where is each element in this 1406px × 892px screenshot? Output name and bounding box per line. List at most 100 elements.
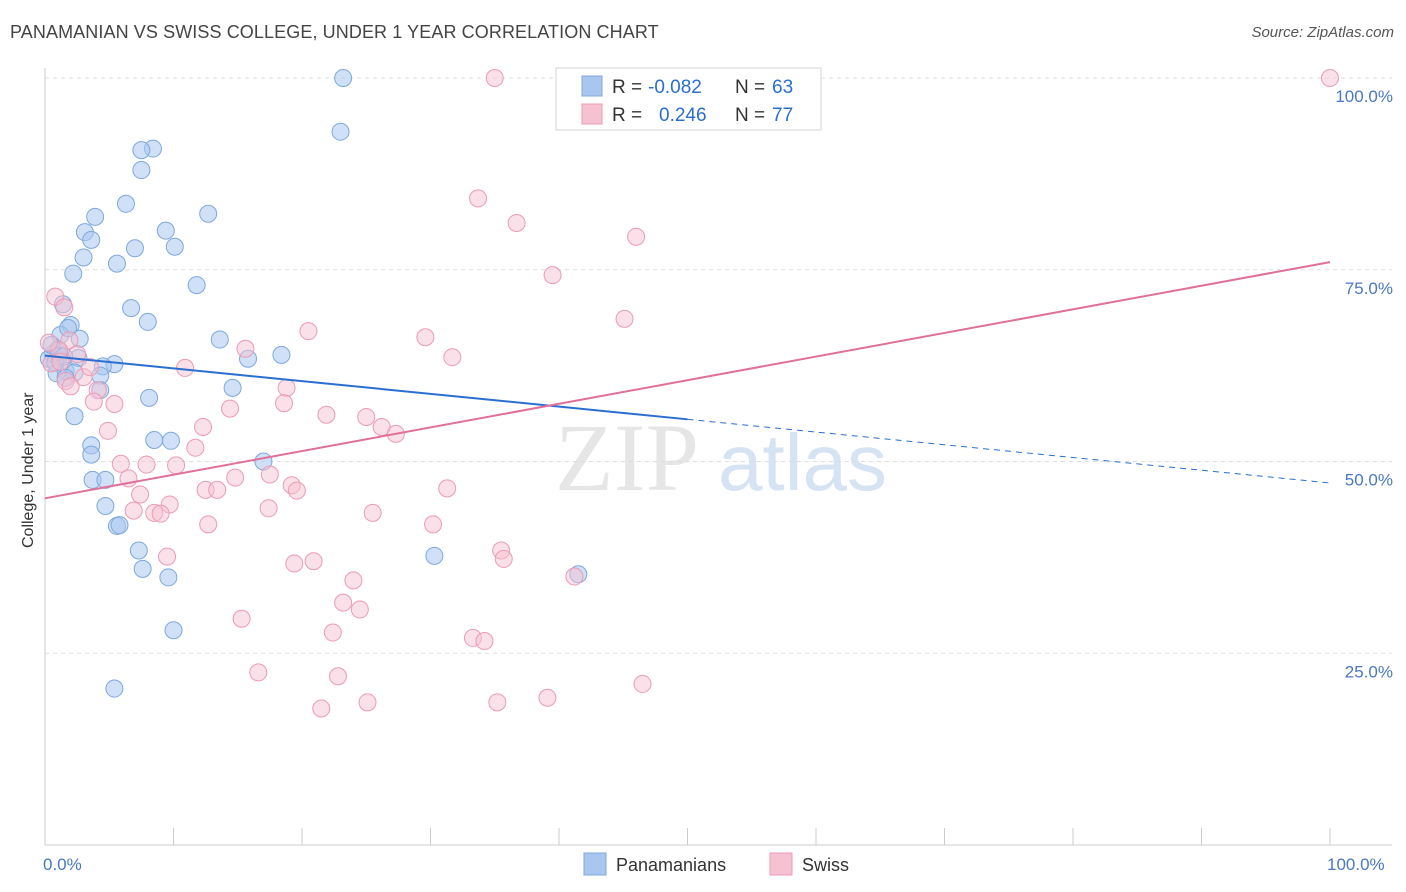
point-swiss-40: [438, 479, 457, 498]
stats-n-value-blue: 63: [772, 77, 793, 98]
stats-n-label-pink: N =: [735, 105, 765, 126]
point-panamanians-57: [164, 621, 183, 640]
point-swiss-21: [105, 394, 124, 413]
point-swiss-36: [260, 465, 279, 484]
point-panamanians-38: [223, 378, 242, 397]
stats-n-label-blue: N =: [735, 77, 765, 98]
point-swiss-23: [221, 399, 240, 418]
point-panamanians-16: [187, 276, 206, 295]
stats-r-value-blue: -0.082: [648, 77, 702, 98]
point-swiss-29: [98, 421, 117, 440]
point-swiss-7: [55, 298, 74, 317]
point-swiss-47: [363, 503, 382, 522]
point-swiss-4: [627, 227, 646, 246]
point-swiss-12: [236, 339, 255, 358]
point-panamanians-4: [132, 161, 151, 180]
point-panamanians-45: [82, 445, 101, 464]
watermark-zip: ZIP: [555, 404, 699, 511]
point-panamanians-55: [159, 568, 178, 587]
point-panamanians-14: [107, 254, 126, 273]
point-swiss-75: [80, 358, 99, 377]
point-swiss-34: [226, 468, 245, 487]
point-swiss-61: [323, 623, 342, 642]
point-swiss-42: [131, 485, 150, 504]
point-swiss-52: [158, 547, 177, 566]
point-panamanians-12: [125, 239, 144, 258]
point-swiss-64: [249, 663, 268, 682]
point-swiss-20: [84, 392, 103, 411]
point-swiss-56: [344, 571, 363, 590]
point-swiss-30: [186, 438, 205, 457]
trend-line-swiss: [44, 261, 1331, 500]
point-swiss-48: [151, 504, 170, 523]
point-swiss-0: [485, 69, 504, 87]
x-tick-label-min: 0.0%: [43, 855, 82, 874]
point-swiss-69: [538, 688, 557, 707]
point-panamanians-13: [74, 248, 93, 267]
point-swiss-46: [259, 499, 278, 518]
y-tick-label-0: 25.0%: [1345, 662, 1393, 681]
point-swiss-41: [287, 481, 306, 500]
point-panamanians-53: [425, 546, 444, 565]
point-swiss-55: [494, 549, 513, 568]
point-panamanians-0: [334, 69, 353, 87]
legend-swatch-panamanians: [583, 852, 607, 876]
point-panamanians-41: [65, 407, 84, 426]
legend-label-panamanians: Panamanians: [616, 855, 726, 875]
legend-swatch-swiss: [769, 852, 793, 876]
point-panamanians-19: [138, 312, 157, 331]
stats-n-value-pink: 77: [772, 105, 793, 126]
point-swiss-68: [488, 693, 507, 712]
point-panamanians-5: [116, 194, 135, 213]
point-swiss-50: [424, 515, 443, 534]
point-panamanians-40: [140, 388, 159, 407]
point-swiss-60: [232, 609, 251, 628]
point-panamanians-8: [156, 221, 175, 240]
point-panamanians-43: [161, 431, 180, 450]
point-swiss-25: [357, 408, 376, 427]
stats-legend: R = -0.082 N = 63 R = 0.246 N = 77: [555, 67, 822, 131]
point-swiss-8: [615, 309, 634, 328]
point-swiss-76: [61, 377, 80, 396]
point-swiss-13: [443, 348, 462, 367]
y-tick-label-3: 100.0%: [1335, 87, 1393, 106]
point-swiss-10: [416, 328, 435, 347]
point-panamanians-51: [110, 516, 129, 535]
point-panamanians-27: [272, 345, 291, 364]
point-swiss-66: [633, 674, 652, 693]
y-axis-title: College, Under 1 year: [20, 392, 37, 548]
point-swiss-26: [194, 417, 213, 436]
point-swiss-31: [111, 454, 130, 473]
point-panamanians-10: [82, 230, 101, 249]
point-swiss-15: [176, 358, 195, 377]
y-tick-label-2: 75.0%: [1345, 279, 1393, 298]
point-swiss-2: [469, 189, 488, 208]
chart-source: Source: ZipAtlas.com: [1251, 24, 1394, 41]
point-panamanians-15: [64, 264, 83, 283]
point-swiss-65: [328, 667, 347, 686]
series-swiss: [39, 69, 1339, 718]
point-swiss-57: [565, 567, 584, 586]
point-swiss-17: [277, 378, 296, 397]
y-tick-label-1: 50.0%: [1345, 471, 1393, 490]
point-swiss-22: [275, 394, 294, 413]
point-panamanians-23: [210, 330, 229, 349]
point-swiss-9: [299, 322, 318, 341]
point-swiss-71: [39, 333, 58, 352]
point-panamanians-18: [122, 299, 141, 318]
chart-title: PANAMANIAN VS SWISS COLLEGE, UNDER 1 YEA…: [10, 22, 659, 42]
bottom-legend: Panamanians Swiss: [583, 852, 849, 876]
point-swiss-32: [137, 455, 156, 474]
point-panamanians-58: [105, 679, 124, 698]
stats-r-label-blue: R =: [612, 77, 642, 98]
point-panamanians-42: [145, 431, 164, 450]
point-swiss-39: [208, 480, 227, 499]
point-swiss-3: [507, 213, 526, 232]
point-swiss-33: [167, 456, 186, 475]
point-swiss-1: [1321, 69, 1339, 87]
point-swiss-49: [199, 515, 218, 534]
point-panamanians-54: [133, 559, 152, 578]
point-swiss-53: [285, 554, 304, 573]
point-swiss-59: [350, 600, 369, 619]
